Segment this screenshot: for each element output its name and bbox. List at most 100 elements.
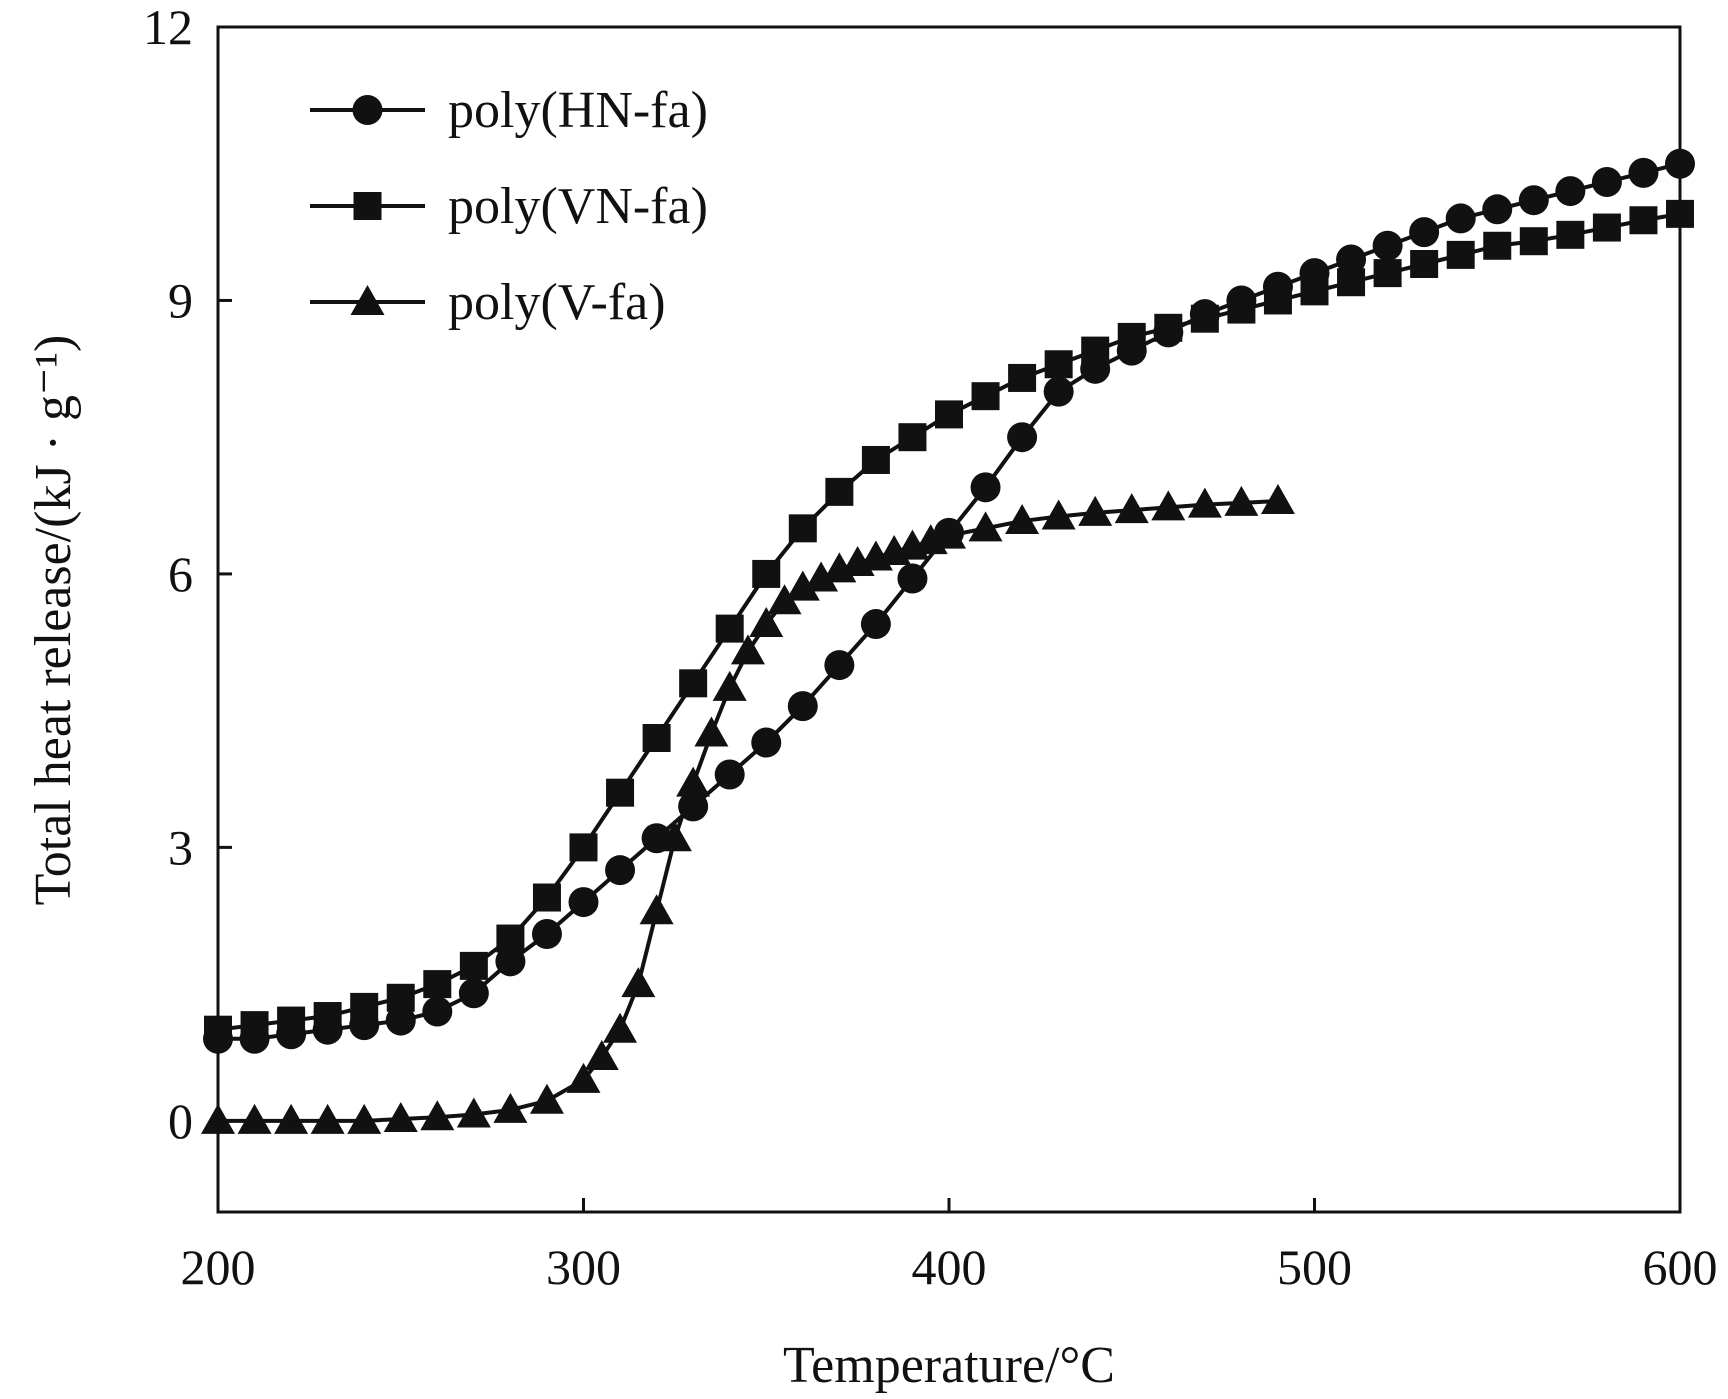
data-point-poly-hn-fa [1591, 166, 1622, 197]
data-point-poly-v-fa [676, 766, 711, 797]
data-point-poly-hn-fa [385, 1005, 416, 1036]
data-point-poly-vn-fa [1410, 250, 1439, 278]
data-point-poly-hn-fa [970, 472, 1001, 503]
data-point-poly-vn-fa [1629, 206, 1658, 235]
data-point-poly-vn-fa [1044, 350, 1073, 379]
data-point-poly-vn-fa [1081, 336, 1110, 365]
legend-item: poly(HN-fa) [310, 82, 708, 139]
data-point-poly-hn-fa [1518, 185, 1549, 216]
data-point-poly-vn-fa [386, 983, 415, 1012]
data-point-poly-vn-fa [715, 614, 744, 643]
axis-ticks: 200 300 400 500 600 0 3 6 9 12 [143, 0, 1718, 1295]
data-point-poly-v-fa [767, 584, 802, 615]
data-point-poly-v-fa [274, 1103, 309, 1134]
data-point-poly-v-fa [237, 1103, 272, 1134]
data-point-poly-v-fa [1224, 485, 1259, 516]
data-point-poly-vn-fa [971, 382, 1000, 411]
data-point-poly-vn-fa [1666, 199, 1694, 228]
y-tick-label: 9 [168, 272, 193, 328]
data-point-poly-vn-fa [350, 992, 379, 1021]
data-point-poly-v-fa [529, 1083, 564, 1114]
x-tick-label: 300 [546, 1239, 621, 1295]
data-point-poly-hn-fa [1555, 176, 1586, 207]
data-point-poly-v-fa [932, 518, 966, 549]
series-poly-v-fa [201, 484, 1295, 1134]
legend-label: poly(V-fa) [448, 274, 666, 331]
data-point-poly-hn-fa [605, 855, 636, 886]
data-point-poly-hn-fa [1628, 157, 1659, 188]
data-point-poly-vn-fa [1190, 304, 1219, 333]
data-point-poly-vn-fa [935, 400, 963, 429]
legend-marker [352, 95, 383, 125]
x-tick-label: 400 [912, 1239, 987, 1295]
data-point-poly-hn-fa [495, 946, 526, 977]
data-point-poly-vn-fa [788, 514, 817, 543]
data-point-poly-v-fa [639, 894, 674, 925]
data-point-poly-v-fa [1187, 487, 1222, 518]
data-point-poly-v-fa [1078, 495, 1113, 526]
data-point-poly-vn-fa [752, 559, 781, 588]
data-point-poly-hn-fa [1409, 217, 1440, 248]
data-point-poly-v-fa [968, 511, 1003, 542]
data-point-poly-hn-fa [824, 650, 855, 681]
y-tick-label: 3 [168, 819, 193, 875]
data-point-poly-v-fa [456, 1097, 491, 1128]
data-point-poly-v-fa [603, 1012, 638, 1043]
data-point-poly-v-fa [804, 561, 839, 592]
data-point-poly-vn-fa [1263, 286, 1292, 315]
data-point-poly-v-fa [566, 1062, 601, 1093]
data-point-poly-v-fa [1005, 504, 1040, 535]
data-point-poly-hn-fa [422, 996, 453, 1027]
data-point-poly-v-fa [1041, 499, 1076, 530]
data-point-poly-v-fa [493, 1092, 528, 1123]
y-tick-label: 6 [168, 546, 193, 602]
data-point-poly-vn-fa [313, 1002, 342, 1031]
data-point-poly-hn-fa [1482, 194, 1513, 225]
legend: poly(HN-fa) poly(VN-fa) poly(V-fa) [310, 82, 708, 331]
data-point-poly-vn-fa [423, 970, 452, 999]
data-point-poly-hn-fa [860, 609, 891, 640]
data-point-poly-hn-fa [458, 978, 489, 1009]
series-poly-vn-fa [204, 199, 1694, 1044]
x-tick-label: 500 [1277, 1239, 1352, 1295]
legend-label: poly(VN-fa) [448, 178, 708, 235]
data-point-poly-vn-fa [496, 924, 525, 953]
data-point-poly-vn-fa [1373, 259, 1402, 288]
data-point-poly-vn-fa [1483, 231, 1512, 260]
legend-item: poly(VN-fa) [310, 178, 708, 235]
data-point-poly-vn-fa [1227, 295, 1256, 324]
data-point-poly-v-fa [347, 1103, 382, 1134]
data-point-poly-v-fa [730, 634, 765, 665]
data-point-poly-v-fa [420, 1100, 455, 1131]
data-point-poly-hn-fa [678, 791, 709, 822]
data-point-poly-vn-fa [1556, 220, 1585, 249]
data-point-poly-hn-fa [1007, 422, 1038, 453]
series-line-poly-v-fa [218, 499, 1279, 1123]
data-point-poly-v-fa [621, 967, 656, 998]
data-point-poly-vn-fa [825, 477, 854, 506]
data-point-poly-hn-fa [751, 727, 782, 758]
data-point-poly-vn-fa [1117, 322, 1146, 351]
y-tick-label: 12 [143, 0, 193, 55]
legend-item: poly(V-fa) [310, 274, 666, 331]
data-point-poly-vn-fa [1008, 363, 1037, 392]
data-point-poly-v-fa [383, 1102, 418, 1133]
data-point-poly-vn-fa [204, 1015, 232, 1044]
data-point-poly-hn-fa [897, 563, 928, 594]
data-point-poly-hn-fa [568, 887, 599, 918]
data-point-poly-vn-fa [277, 1006, 306, 1035]
legend-marker [350, 285, 385, 315]
data-point-poly-vn-fa [569, 833, 598, 862]
legend-label: poly(HN-fa) [448, 82, 708, 139]
data-point-poly-v-fa [1151, 490, 1186, 521]
legend-marker [353, 192, 382, 220]
data-point-poly-vn-fa [1300, 277, 1329, 306]
data-point-poly-hn-fa [1043, 376, 1074, 407]
data-point-poly-vn-fa [240, 1011, 269, 1040]
data-point-poly-v-fa [657, 821, 692, 852]
series-layer [201, 148, 1695, 1134]
data-point-poly-vn-fa [1154, 313, 1183, 342]
data-point-poly-hn-fa [1336, 244, 1367, 275]
data-point-poly-vn-fa [1519, 227, 1548, 256]
data-point-poly-vn-fa [861, 445, 890, 474]
